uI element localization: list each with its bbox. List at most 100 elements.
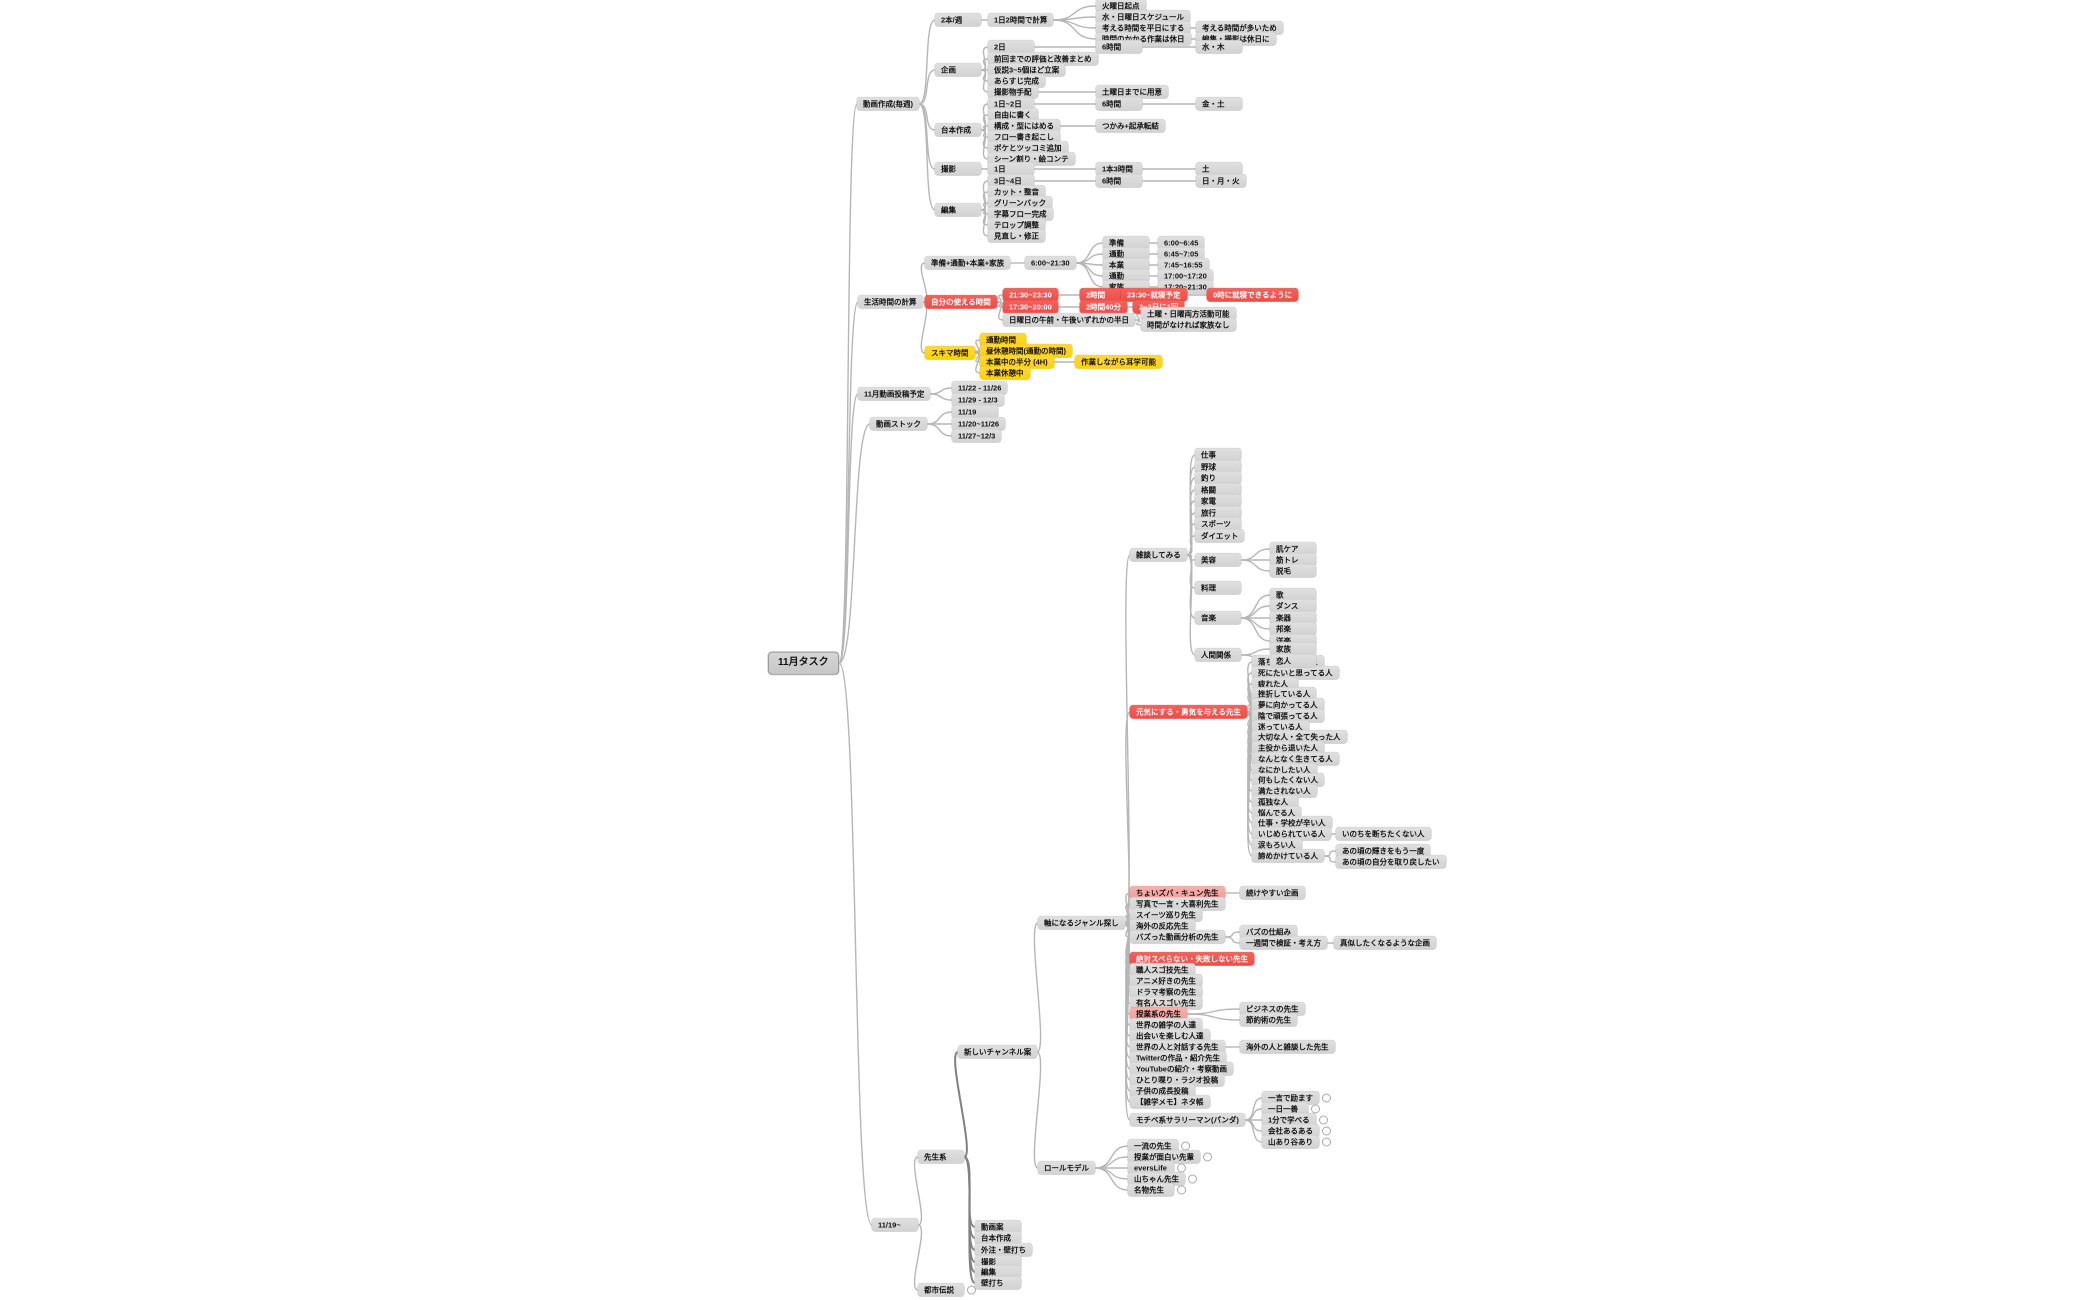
mindmap-node[interactable]: 一流の先生	[1128, 1139, 1178, 1153]
mindmap-node[interactable]: 格闘	[1195, 483, 1241, 497]
mindmap-node[interactable]: 6時間	[1096, 174, 1142, 188]
mindmap-node[interactable]: 楽器	[1270, 611, 1316, 625]
mindmap-node[interactable]: 火曜日起点	[1096, 0, 1146, 13]
mindmap-node[interactable]: 名物先生	[1128, 1183, 1174, 1197]
mindmap-node[interactable]: 作業しながら耳学可能	[1075, 355, 1162, 369]
mindmap-node[interactable]: ロールモデル	[1038, 1161, 1095, 1175]
mindmap-node[interactable]: 日・月・火	[1196, 174, 1246, 188]
mindmap-node[interactable]: バズの仕組み	[1240, 925, 1297, 939]
collapse-toggle[interactable]	[1322, 1137, 1331, 1147]
mindmap-node[interactable]: 2本/週	[935, 13, 981, 27]
mindmap-node[interactable]: 何もしたくない人	[1252, 773, 1324, 787]
mindmap-node[interactable]: 通勤	[1103, 269, 1149, 283]
mindmap-node[interactable]: 仮説3~5個ほど立案	[988, 63, 1066, 77]
mindmap-node[interactable]: 会社あるある	[1262, 1124, 1319, 1138]
mindmap-node[interactable]: あの頃の自分を取り戻したい	[1336, 855, 1446, 869]
mindmap-node[interactable]: 壁打ち	[975, 1276, 1021, 1290]
mindmap-node[interactable]: 子供の成長投稿	[1130, 1084, 1195, 1098]
mindmap-node[interactable]: グリーンバック	[988, 196, 1053, 210]
collapse-toggle[interactable]	[1319, 1115, 1328, 1125]
mindmap-node[interactable]: ドラマ考察の先生	[1130, 985, 1202, 999]
mindmap-node[interactable]: アニメ好きの先生	[1130, 974, 1202, 988]
collapse-toggle[interactable]	[1203, 1152, 1212, 1162]
mindmap-node[interactable]: 出会いを楽しむ人達	[1130, 1029, 1210, 1043]
mindmap-node[interactable]: 本業	[1103, 258, 1149, 272]
mindmap-node[interactable]: 2日	[988, 40, 1034, 54]
mindmap-node[interactable]: 諦めかけている人	[1252, 849, 1324, 863]
mindmap-node[interactable]: 2時間40分	[1080, 300, 1128, 314]
mindmap-node[interactable]: 土	[1196, 162, 1242, 176]
mindmap-node[interactable]: 23:30~就寝予定	[1121, 288, 1187, 302]
mindmap-node[interactable]: 通勤	[1103, 247, 1149, 261]
mindmap-node[interactable]: eversLife	[1128, 1161, 1174, 1175]
mindmap-node[interactable]: 17:30~20:00	[1003, 300, 1058, 314]
collapse-toggle[interactable]	[1177, 1163, 1186, 1173]
mindmap-node[interactable]: YouTubeの紹介・考察動画	[1130, 1062, 1233, 1076]
mindmap-node[interactable]: 一日一善	[1262, 1102, 1308, 1116]
mindmap-node[interactable]: 昼休憩時間(通勤の時間)	[980, 344, 1072, 358]
mindmap-node[interactable]: 金・土	[1196, 97, 1242, 111]
mindmap-node[interactable]: 水・木	[1196, 40, 1242, 54]
mindmap-node[interactable]: 11/19~	[872, 1218, 918, 1232]
mindmap-node[interactable]: 時間がなければ家族なし	[1141, 318, 1236, 332]
mindmap-node[interactable]: 撮影物手配	[988, 85, 1038, 99]
mindmap-node[interactable]: 筋トレ	[1270, 553, 1316, 567]
mindmap-node[interactable]: 釣り	[1195, 471, 1241, 485]
mindmap-node[interactable]: 1日~2日	[988, 97, 1034, 111]
mindmap-node[interactable]: 自由に書く	[988, 108, 1038, 122]
mindmap-node[interactable]: 人間関係	[1195, 648, 1241, 662]
mindmap-node[interactable]: 1本3時間	[1096, 162, 1142, 176]
mindmap-node[interactable]: スキマ時間	[925, 346, 975, 360]
mindmap-node[interactable]: スポーツ	[1195, 517, 1241, 531]
mindmap-node[interactable]: 一言で励ます	[1262, 1091, 1319, 1105]
collapse-toggle[interactable]	[1322, 1093, 1331, 1103]
mindmap-node[interactable]: 動画ストック	[870, 417, 927, 431]
mindmap-node[interactable]: 台本作成	[935, 123, 981, 137]
mindmap-node[interactable]: 職人スゴ技先生	[1130, 963, 1195, 977]
mindmap-node[interactable]: 孤独な人	[1252, 795, 1298, 809]
mindmap-node[interactable]: あの頃の輝きをもう一度	[1336, 844, 1431, 858]
mindmap-node[interactable]: 料理	[1195, 581, 1241, 595]
mindmap-node[interactable]: ボケとツッコミ追加	[988, 141, 1068, 155]
mindmap-node[interactable]: 21:30~23:30	[1003, 288, 1058, 302]
mindmap-node[interactable]: 世界の人と対話する先生	[1130, 1040, 1225, 1054]
mindmap-node[interactable]: モチベ系サラリーマン(パンダ)	[1130, 1113, 1245, 1127]
mindmap-node[interactable]: 写真で一言・大喜利先生	[1130, 897, 1225, 911]
mindmap-node[interactable]: なんとなく生きてる人	[1252, 752, 1339, 766]
mindmap-node[interactable]: 死にたいと思ってる人	[1252, 666, 1339, 680]
mindmap-node[interactable]: 0時に就寝できるように	[1207, 288, 1299, 302]
mindmap-node[interactable]: 授業が面白い先輩	[1128, 1150, 1200, 1164]
mindmap-node[interactable]: 陰で頑張ってる人	[1252, 709, 1324, 723]
mindmap-node[interactable]: 新しいチャンネル案	[958, 1045, 1038, 1059]
mindmap-node[interactable]: 土曜日までに用意	[1096, 85, 1168, 99]
mindmap-node[interactable]: 恋人	[1270, 654, 1316, 668]
mindmap-node[interactable]: 動画案	[975, 1220, 1021, 1234]
mindmap-node[interactable]: 本業中の半分 (4H)	[980, 355, 1054, 369]
mindmap-node[interactable]: 続けやすい企画	[1240, 886, 1305, 900]
mindmap-node[interactable]: 11/19	[952, 405, 998, 419]
mindmap-node[interactable]: 編集	[975, 1265, 1021, 1279]
mindmap-node[interactable]: 台本作成	[975, 1231, 1021, 1245]
mindmap-node[interactable]: 11/22 - 11/26	[952, 381, 1008, 395]
mindmap-node[interactable]: 11/27~12/3	[952, 429, 1002, 443]
mindmap-node[interactable]: 仕事	[1195, 448, 1241, 462]
mindmap-node[interactable]: 美容	[1195, 553, 1241, 567]
mindmap-node[interactable]: 見直し・修正	[988, 229, 1045, 243]
mindmap-node[interactable]: 涙もろい人	[1252, 838, 1302, 852]
mindmap-node[interactable]: 構成・型にはめる	[988, 119, 1060, 133]
mindmap-node[interactable]: 6時間	[1096, 40, 1142, 54]
mindmap-node[interactable]: 1日2時間で計算	[988, 13, 1054, 27]
collapse-toggle[interactable]	[967, 1285, 976, 1295]
mindmap-node[interactable]: 準備	[1103, 236, 1149, 250]
mindmap-node[interactable]: 17:00~17:20	[1158, 269, 1213, 283]
mindmap-node[interactable]: 夢に向かってる人	[1252, 698, 1324, 712]
mindmap-node[interactable]: 大切な人・全て失った人	[1252, 730, 1347, 744]
mindmap-node[interactable]: 山あり谷あり	[1262, 1135, 1319, 1149]
mindmap-node[interactable]: 土曜・日曜両方活動可能	[1141, 307, 1236, 321]
mindmap-node[interactable]: 軸になるジャンル探し	[1038, 916, 1125, 930]
mindmap-node[interactable]: ちょいズバ・キュン先生	[1130, 886, 1225, 900]
mindmap-node[interactable]: カット・整音	[988, 185, 1045, 199]
collapse-toggle[interactable]	[1311, 1104, 1320, 1114]
mindmap-node[interactable]: バズった動画分析の先生	[1130, 930, 1225, 944]
